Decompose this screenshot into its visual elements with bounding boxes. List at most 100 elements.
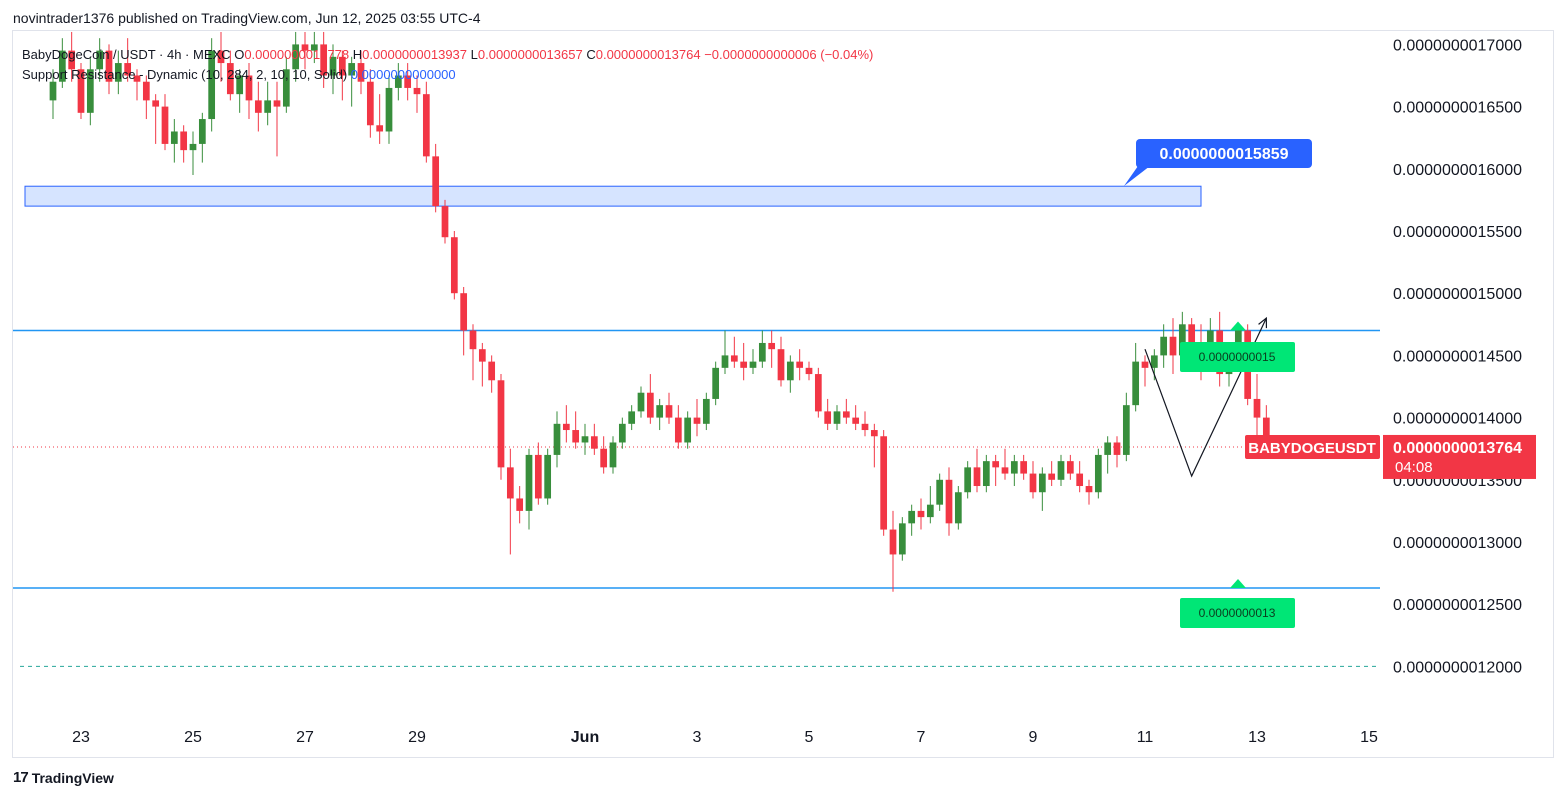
candle-up[interactable] <box>86 69 94 113</box>
price-tag-resistance[interactable] <box>1180 342 1295 372</box>
candle-up[interactable] <box>1038 473 1046 493</box>
candle-up[interactable] <box>58 50 66 82</box>
candle-down[interactable] <box>161 106 169 144</box>
candle-down[interactable] <box>889 529 897 555</box>
candle-up[interactable] <box>394 75 402 88</box>
candle-down[interactable] <box>226 63 234 95</box>
candle-down[interactable] <box>124 63 132 76</box>
symbol-tag[interactable] <box>1245 434 1380 459</box>
candle-down[interactable] <box>441 206 449 238</box>
candle-up[interactable] <box>236 75 244 95</box>
indicator-label[interactable]: Support Resistance - Dynamic (10, 284, 2… <box>22 67 348 82</box>
candle-down[interactable] <box>880 436 888 530</box>
candle-down[interactable] <box>1253 398 1261 418</box>
candle-down[interactable] <box>590 436 598 449</box>
candle-down[interactable] <box>422 94 430 157</box>
candle-up[interactable] <box>926 504 934 518</box>
candle-down[interactable] <box>450 237 458 294</box>
tradingview-footer[interactable]: 17 TradingView <box>13 769 114 786</box>
candle-down[interactable] <box>693 417 701 424</box>
candle-down[interactable] <box>516 498 524 511</box>
candle-down[interactable] <box>320 44 328 76</box>
candle-down[interactable] <box>301 44 309 51</box>
candle-up[interactable] <box>544 454 552 499</box>
candle-down[interactable] <box>1141 361 1149 368</box>
candle-down[interactable] <box>1169 336 1177 356</box>
candle-up[interactable] <box>656 405 664 418</box>
candle-up[interactable] <box>189 143 197 151</box>
candle-down[interactable] <box>497 380 505 468</box>
candle-down[interactable] <box>992 461 1000 468</box>
candle-up[interactable] <box>292 44 300 70</box>
candle-up[interactable] <box>721 355 729 368</box>
candle-down[interactable] <box>534 454 542 499</box>
candle-down[interactable] <box>730 355 738 362</box>
candle-down[interactable] <box>254 100 262 113</box>
candle-down[interactable] <box>842 411 850 418</box>
candle-down[interactable] <box>506 467 514 499</box>
candle-up[interactable] <box>96 50 104 70</box>
candle-down[interactable] <box>870 430 878 437</box>
candle-down[interactable] <box>852 417 860 424</box>
candle-down[interactable] <box>413 87 421 95</box>
candle-up[interactable] <box>310 44 318 51</box>
candle-down[interactable] <box>768 342 776 350</box>
candle-down[interactable] <box>366 81 374 126</box>
candle-down[interactable] <box>142 81 150 101</box>
candle-up[interactable] <box>385 87 393 132</box>
symbol-label[interactable]: BabyDogeCoin / USDT · 4h · MEXC <box>22 47 231 62</box>
candle-up[interactable] <box>1057 461 1065 480</box>
candle-down[interactable] <box>152 100 160 107</box>
candle-down[interactable] <box>917 510 925 518</box>
candle-up[interactable] <box>936 479 944 505</box>
candle-down[interactable] <box>68 50 76 70</box>
resistance-zone[interactable] <box>24 185 1202 207</box>
candle-up[interactable] <box>170 131 178 144</box>
candle-down[interactable] <box>273 100 281 107</box>
candle-down[interactable] <box>1020 461 1028 474</box>
candle-down[interactable] <box>861 423 869 431</box>
candle-down[interactable] <box>1048 473 1056 480</box>
candle-up[interactable] <box>964 467 972 493</box>
candle-up[interactable] <box>684 417 692 443</box>
candle-up[interactable] <box>628 411 636 424</box>
candle-up[interactable] <box>114 63 122 82</box>
candle-up[interactable] <box>1132 361 1140 406</box>
candle-down[interactable] <box>105 50 113 82</box>
candle-up[interactable] <box>1150 355 1158 368</box>
candle-up[interactable] <box>749 361 757 368</box>
candle-down[interactable] <box>674 417 682 443</box>
candle-down[interactable] <box>133 75 141 82</box>
candle-down[interactable] <box>488 361 496 381</box>
candle-up[interactable] <box>609 442 617 468</box>
candle-up[interactable] <box>208 50 216 120</box>
candle-up[interactable] <box>1122 405 1130 455</box>
candle-up[interactable] <box>1178 324 1186 356</box>
candle-down[interactable] <box>973 467 981 487</box>
candle-up[interactable] <box>1104 442 1112 455</box>
candle-up[interactable] <box>702 398 710 424</box>
candle-up[interactable] <box>898 523 906 555</box>
candle-down[interactable] <box>796 361 804 368</box>
candle-down[interactable] <box>777 349 785 381</box>
candle-up[interactable] <box>49 81 57 101</box>
candle-down[interactable] <box>217 50 225 64</box>
candle-down[interactable] <box>1085 486 1093 493</box>
candle-down[interactable] <box>740 361 748 368</box>
candle-down[interactable] <box>1029 473 1037 493</box>
candle-down[interactable] <box>945 479 953 524</box>
candle-up[interactable] <box>1160 336 1168 356</box>
candle-down[interactable] <box>814 374 822 412</box>
candle-up[interactable] <box>786 361 794 381</box>
candle-down[interactable] <box>180 131 188 151</box>
candle-up[interactable] <box>198 119 206 144</box>
candle-down[interactable] <box>432 156 440 207</box>
candle-down[interactable] <box>600 448 608 468</box>
candle-up[interactable] <box>637 392 645 412</box>
candle-down[interactable] <box>572 430 580 443</box>
candle-up[interactable] <box>348 63 356 76</box>
candle-up[interactable] <box>833 411 841 424</box>
candle-down[interactable] <box>665 405 673 418</box>
candle-down[interactable] <box>404 75 412 88</box>
